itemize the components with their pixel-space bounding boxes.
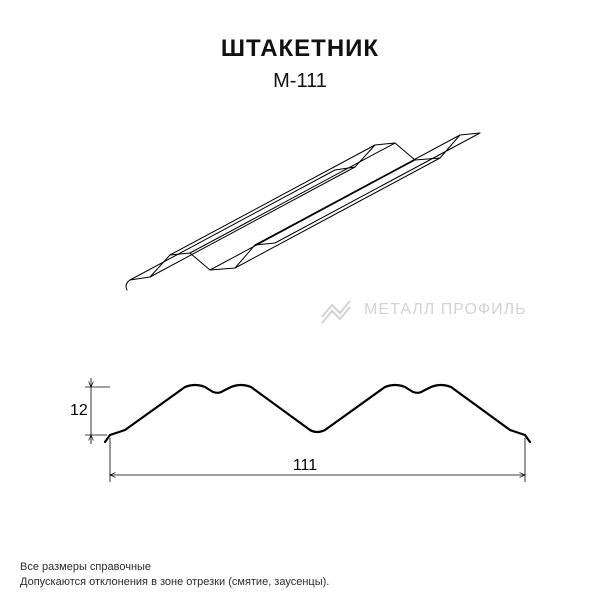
brand-logo-text: МЕТАЛЛ ПРОФИЛЬ	[364, 301, 527, 319]
cross-section-drawing: 12 111	[55, 370, 545, 500]
brand-logo-icon	[320, 295, 356, 325]
page-root: ШТАКЕТНИК M-111	[0, 0, 600, 600]
product-model: M-111	[0, 70, 600, 93]
footnote-line-2: Допускаются отклонения в зоне отрезки (с…	[20, 575, 580, 590]
product-title: ШТАКЕТНИК	[0, 35, 600, 63]
footnote-line-1: Все размеры справочные	[20, 560, 580, 575]
dim-width-label: 111	[293, 457, 317, 474]
footnotes: Все размеры справочные Допускаются откло…	[20, 560, 580, 590]
brand-logo: МЕТАЛЛ ПРОФИЛЬ	[320, 290, 580, 330]
dim-height-label: 12	[70, 402, 88, 419]
isometric-drawing	[100, 95, 500, 295]
